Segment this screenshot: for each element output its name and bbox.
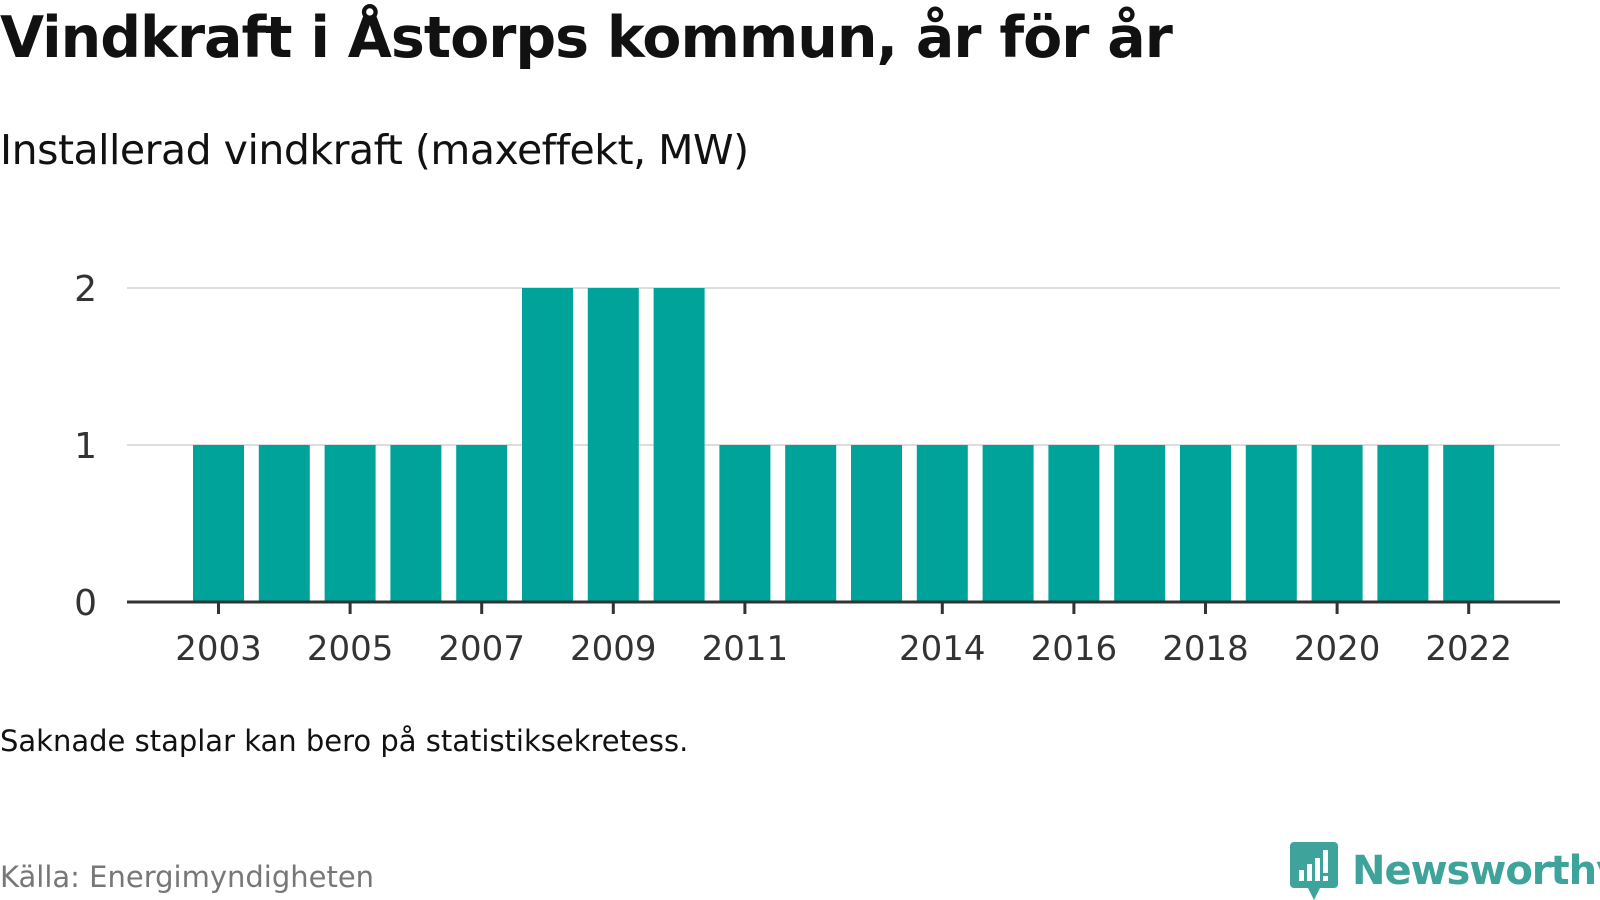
x-tick-label: 2011: [702, 629, 789, 669]
x-tick-label: 2009: [570, 629, 657, 669]
y-tick-label: 2: [74, 269, 97, 310]
bar: [851, 445, 902, 602]
bar: [1377, 445, 1429, 602]
bar: [916, 445, 968, 602]
newsworthy-logo-icon: [1290, 842, 1338, 900]
bar: [982, 445, 1034, 602]
chart-subtitle: Installerad vindkraft (maxeffekt, MW): [0, 126, 749, 174]
bar: [1245, 445, 1297, 602]
chart-title: Vindkraft i Åstorps kommun, år för år: [0, 5, 1173, 71]
grid-lines: [127, 287, 1560, 446]
x-tick-label: 2022: [1425, 629, 1512, 669]
brand-logo: Newsworthy: [1290, 842, 1600, 900]
x-tick-label: 2014: [899, 629, 986, 669]
bar: [719, 445, 771, 602]
bar: [1311, 445, 1363, 602]
source-credit: Källa: Energimyndigheten: [0, 860, 375, 894]
x-tick-label: 2016: [1031, 629, 1118, 669]
bar: [1443, 445, 1495, 602]
y-tick-label: 0: [74, 583, 97, 624]
footnote: Saknade staplar kan bero på statistiksek…: [0, 724, 689, 758]
x-tick-label: 2007: [438, 629, 525, 669]
y-tick-label: 1: [74, 426, 97, 467]
bar: [193, 445, 244, 602]
x-tick-label: 2005: [307, 629, 394, 669]
bar: [1048, 445, 1100, 602]
bar: [785, 445, 837, 602]
bars: [193, 288, 1495, 602]
bar: [653, 288, 705, 602]
x-tick-label: 2018: [1162, 629, 1249, 669]
bar: [522, 288, 573, 602]
bar: [1180, 445, 1231, 602]
bar: [324, 445, 376, 602]
bar: [456, 445, 508, 602]
bar: [258, 445, 310, 602]
x-tick-label: 2020: [1294, 629, 1381, 669]
brand-name: Newsworthy: [1352, 848, 1600, 894]
bar: [1114, 445, 1166, 602]
axes: 0 1 2 2003 2005 2007 2009 2011 2014 2016 2018 2020 2…: [74, 269, 1560, 669]
bar: [390, 445, 442, 602]
x-tick-label: 2003: [175, 629, 262, 669]
bar: [587, 288, 639, 602]
